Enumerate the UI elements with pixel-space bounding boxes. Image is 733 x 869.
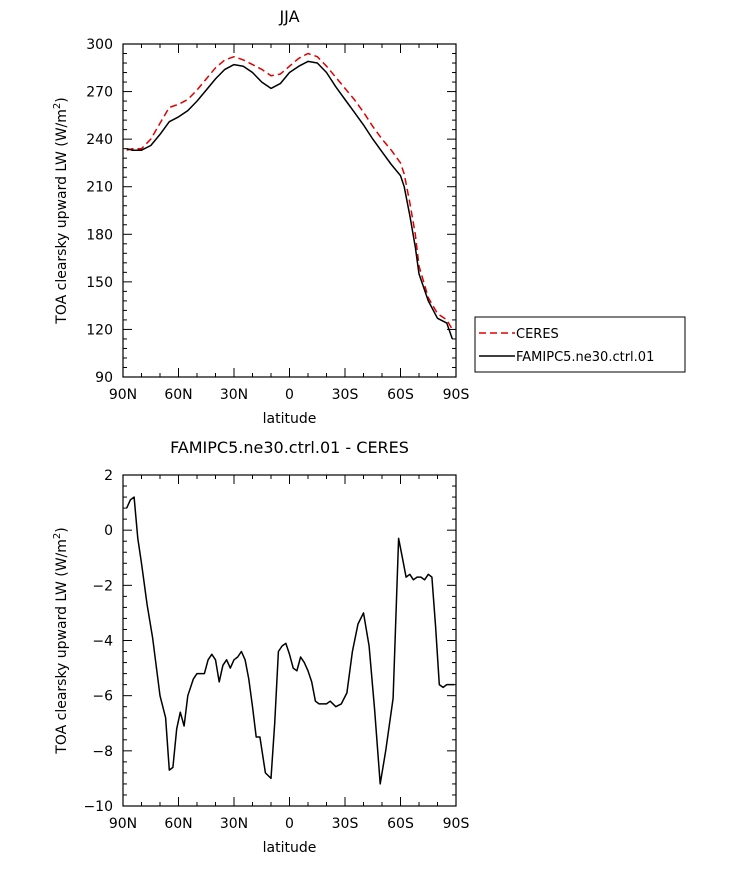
y-tick-label: 120 (86, 322, 113, 338)
series-line-difference (126, 496, 455, 785)
y-axis-label-close: ) (54, 97, 70, 102)
y-tick-label: 2 (104, 468, 113, 484)
y-tick-label: 270 (86, 85, 113, 101)
x-tick-label: 90S (443, 816, 470, 832)
series-line-ceres (126, 52, 453, 330)
y-tick-label: 180 (86, 227, 113, 243)
y-tick-label: 300 (86, 37, 113, 53)
plot-frame (122, 43, 457, 378)
y-tick-label: −6 (92, 689, 113, 705)
x-tick-label: 90S (443, 387, 470, 403)
plot-frame (122, 474, 457, 807)
y-tick-label: 0 (104, 523, 113, 539)
top-panel-jja: 90N 60N 30N 0 30S 60S 90S 90 120 150 180 210 240 270 3… (52, 7, 469, 427)
y-tick-label: 240 (86, 132, 113, 148)
legend-label: CERES (516, 327, 559, 342)
legend-label: FAMIPC5.ne30.ctrl.01 (516, 350, 654, 365)
y-axis-label-close: ) (54, 527, 70, 532)
y-axis-label-text: TOA clearsky upward LW (W/m (54, 109, 70, 325)
y-tick-label: −10 (83, 799, 113, 815)
x-tick-label: 90N (109, 816, 137, 832)
series-line-famipc5-ne30-ctrl-01 (126, 60, 454, 340)
x-axis-label: latitude (263, 411, 317, 427)
y-tick-label: 90 (95, 370, 113, 386)
y-tick-label: −8 (92, 744, 113, 760)
y-tick-label: 150 (86, 275, 113, 291)
y-axis-label-sup: 2 (52, 103, 63, 109)
x-tick-label: 60N (164, 387, 192, 403)
y-axis-label: TOA clearsky upward LW (W/m2) (52, 97, 70, 324)
x-tick-label: 60S (387, 816, 414, 832)
x-axis-label: latitude (263, 840, 317, 856)
bottom-panel-difference: 90N 60N 30N 0 30S 60S 90S −10 −8 −6 −4 −2 0 2 FAMIPC5.… (52, 438, 469, 856)
y-tick-label: −2 (92, 578, 113, 594)
x-tick-label: 0 (285, 387, 294, 403)
y-tick-label: 210 (86, 180, 113, 196)
y-axis-label: TOA clearsky upward LW (W/m2) (52, 527, 70, 754)
y-tick-label: −4 (92, 634, 113, 650)
x-tick-label: 0 (285, 816, 294, 832)
legend-box (474, 316, 686, 373)
chart-title: FAMIPC5.ne30.ctrl.01 - CERES (170, 438, 409, 457)
x-tick-label: 90N (109, 387, 137, 403)
x-tick-label: 30S (332, 387, 359, 403)
x-tick-label: 30N (220, 816, 248, 832)
y-axis-label-sup: 2 (52, 533, 63, 539)
x-tick-label: 60N (164, 816, 192, 832)
y-axis-label-text: TOA clearsky upward LW (W/m (54, 539, 70, 755)
x-tick-label: 60S (387, 387, 414, 403)
x-tick-label: 30N (220, 387, 248, 403)
chart-title: JJA (278, 7, 299, 26)
legend: CERES FAMIPC5.ne30.ctrl.01 (474, 316, 686, 373)
x-tick-label: 30S (332, 816, 359, 832)
